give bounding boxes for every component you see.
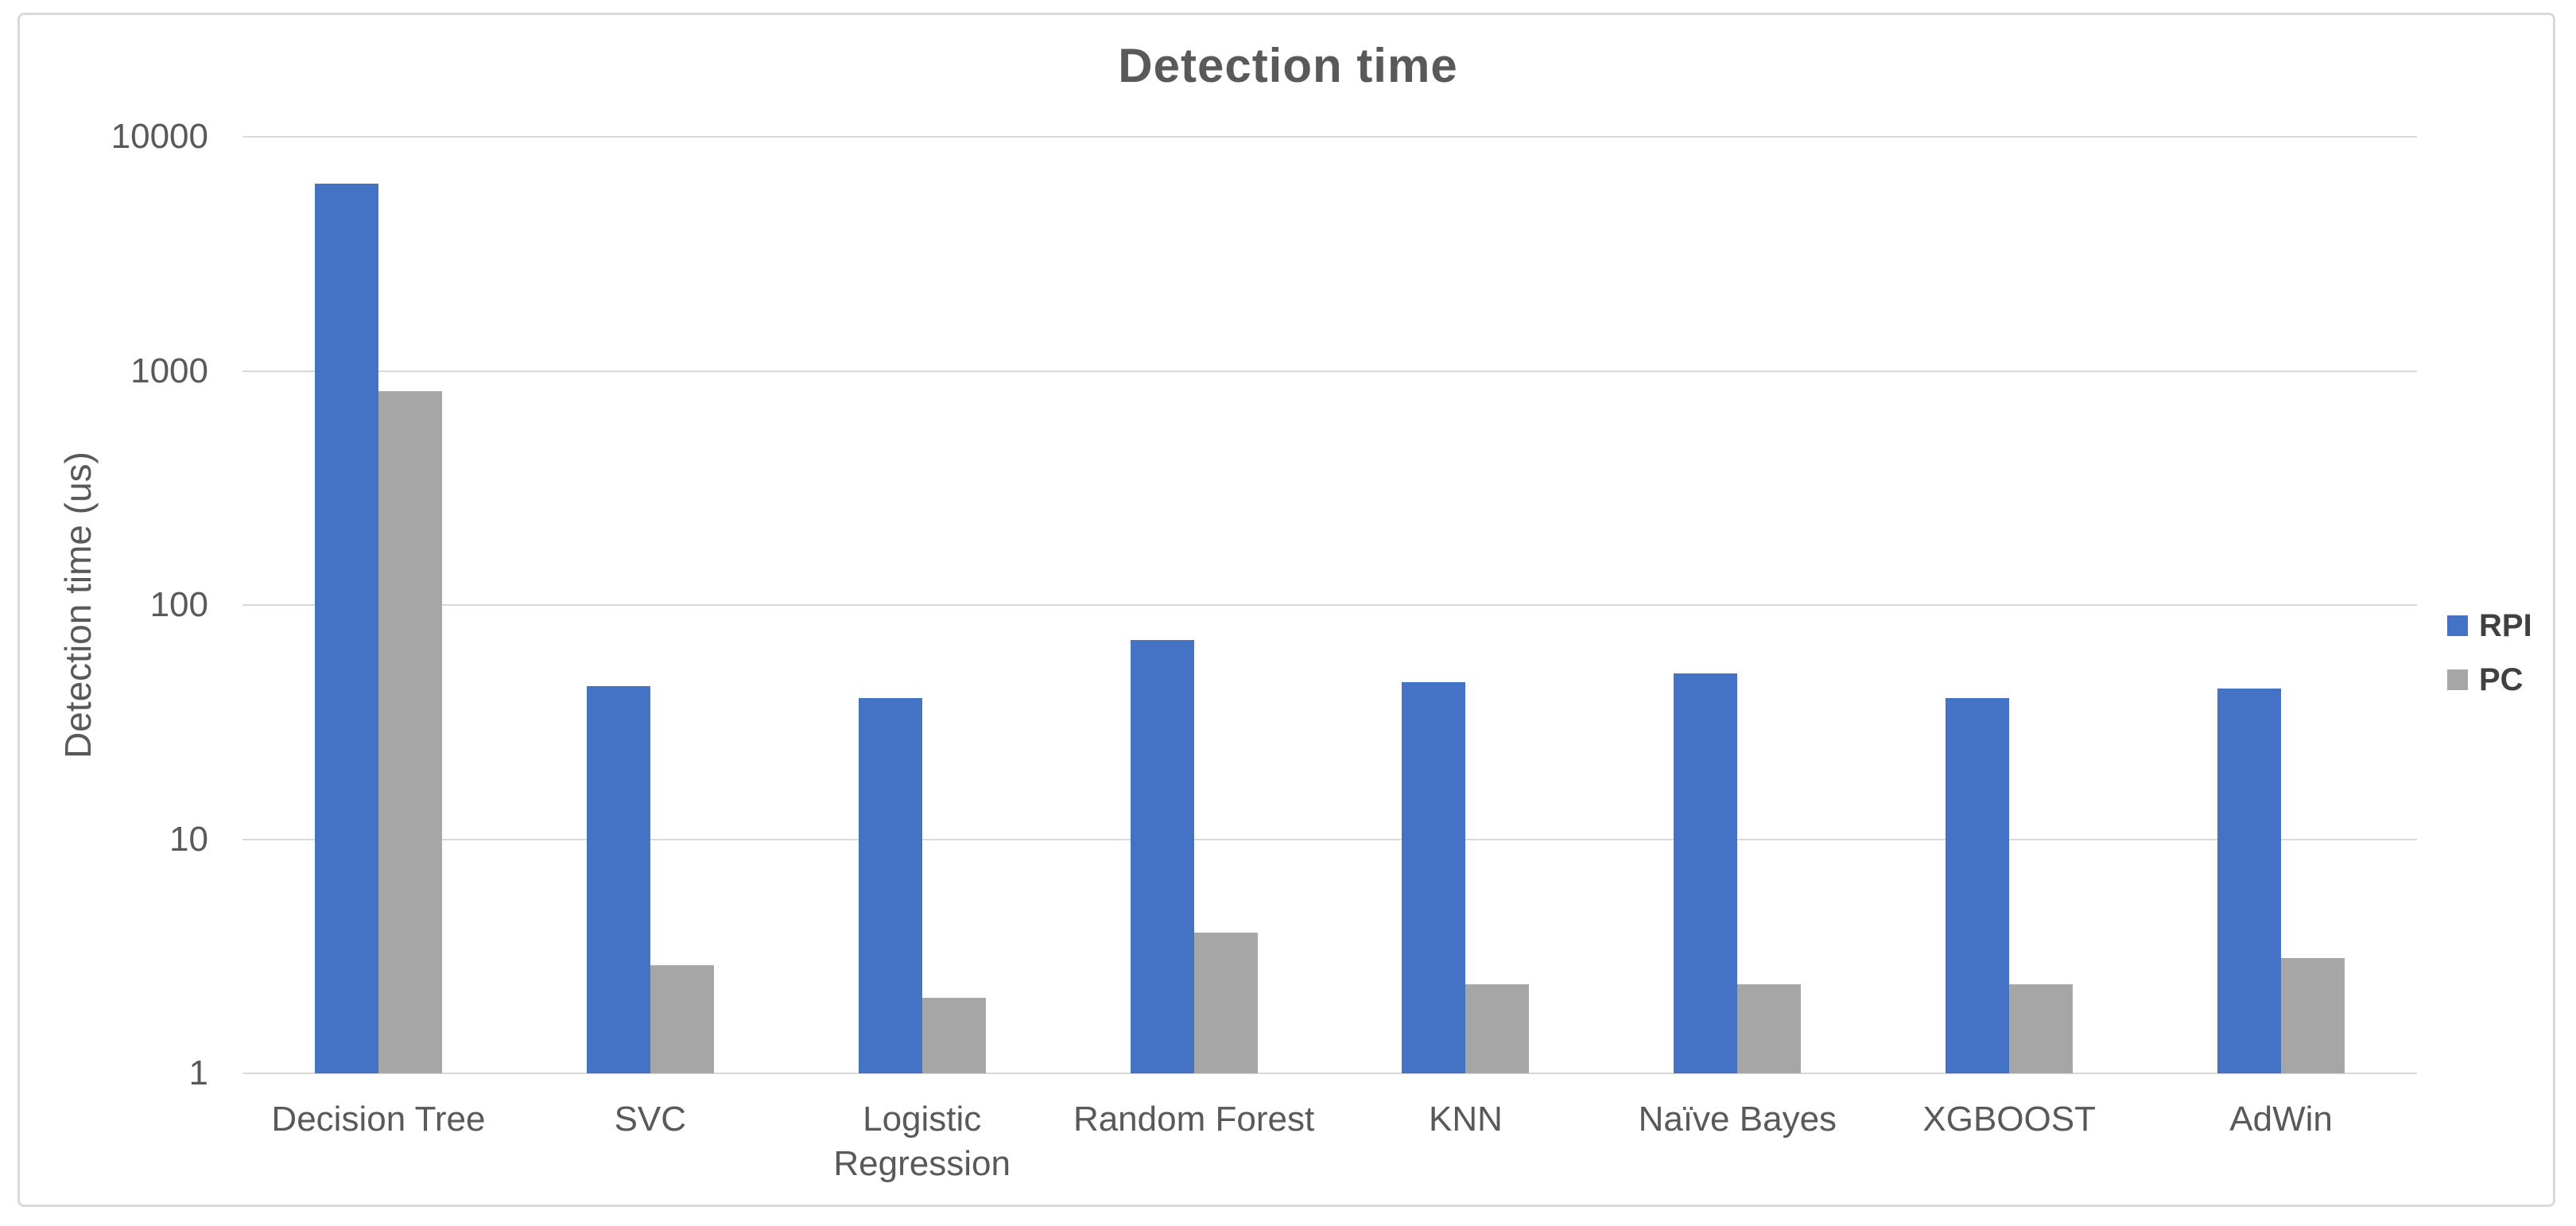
bar-rpi-random-forest (1130, 639, 1194, 1073)
y-tick-label-1000: 1000 (130, 351, 208, 390)
bar-rpi-logistic-regression (858, 698, 922, 1073)
gridline-1000 (242, 370, 2417, 372)
bar-rpi-svc (586, 686, 650, 1073)
gridline-100 (242, 604, 2417, 606)
y-tick-label-10000: 10000 (111, 117, 208, 156)
bar-pc-random-forest (1193, 932, 1258, 1073)
bar-rpi-adwin (2217, 689, 2282, 1073)
legend-swatch-rpi (2447, 615, 2468, 636)
gridline-1 (242, 1073, 2417, 1074)
x-label-svc: SVC (614, 1100, 687, 1139)
bar-pc-svc (650, 964, 714, 1073)
bar-pc-decision-tree (378, 390, 442, 1073)
bar-rpi-decision-tree (314, 184, 378, 1073)
x-label-logistic-regression: Logistic Regression (833, 1100, 1011, 1183)
x-axis-labels: Decision Tree SVC Logistic Regression Rando… (242, 1097, 2417, 1201)
bar-pc-logistic-regression (921, 998, 986, 1073)
bar-pc-knn (1465, 984, 1530, 1073)
gridline-10000 (242, 136, 2417, 138)
y-tick-label-100: 100 (149, 585, 208, 624)
x-label-knn: KNN (1428, 1100, 1503, 1139)
legend-label-rpi: RPI (2479, 608, 2532, 643)
bar-pc-na-ve-bayes (1737, 984, 1802, 1073)
bar-pc-xgboost (2009, 984, 2074, 1073)
legend: RPI PC (2447, 609, 2532, 696)
legend-item-rpi: RPI (2447, 609, 2532, 642)
bar-rpi-xgboost (1946, 698, 2010, 1073)
chart-title: Detection time (1118, 39, 1458, 92)
x-label-xgboost: XGBOOST (1922, 1100, 2096, 1139)
plot-area (242, 136, 2417, 1074)
bar-rpi-na-ve-bayes (1674, 673, 1738, 1073)
x-label-adwin: AdWin (2229, 1100, 2333, 1139)
y-tick-label-10: 10 (169, 819, 208, 859)
y-tick-label-1: 1 (188, 1053, 208, 1092)
y-axis-tick-labels: 10000 1000 100 10 1 (0, 117, 208, 1092)
x-label-na-ve-bayes: Naïve Bayes (1638, 1100, 1837, 1139)
legend-swatch-pc (2447, 669, 2468, 690)
x-label-decision-tree: Decision Tree (271, 1100, 486, 1139)
legend-item-pc: PC (2447, 663, 2532, 696)
gridline-10 (242, 838, 2417, 840)
bar-rpi-knn (1402, 681, 1466, 1073)
legend-label-pc: PC (2479, 662, 2524, 697)
chart-border (17, 13, 2555, 1207)
x-label-random-forest: Random Forest (1073, 1100, 1315, 1139)
bar-pc-adwin (2281, 958, 2345, 1073)
